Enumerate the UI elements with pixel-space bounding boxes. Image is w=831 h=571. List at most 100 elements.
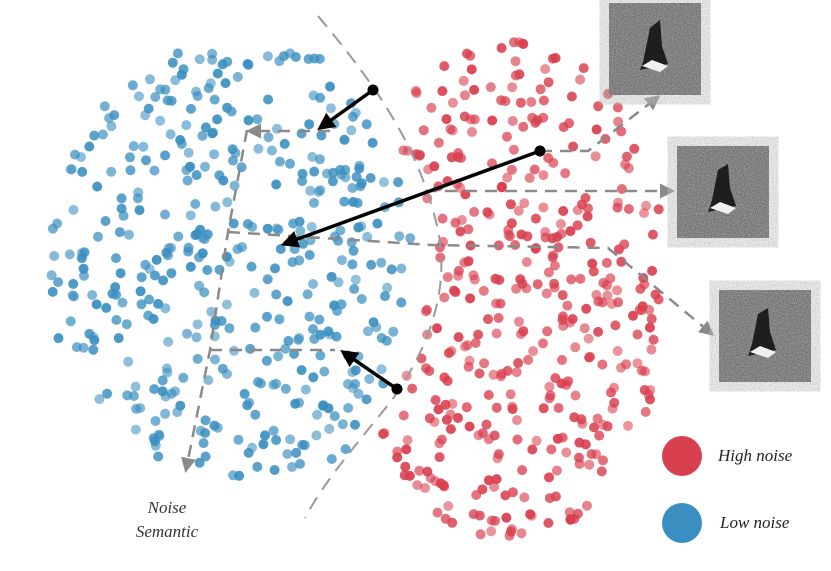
high-noise-point	[477, 484, 488, 495]
low-noise-point	[212, 114, 223, 125]
high-noise-point	[445, 424, 456, 435]
high-noise-point	[616, 184, 627, 194]
low-noise-point	[76, 248, 87, 259]
high-noise-point	[378, 428, 389, 439]
low-noise-point	[266, 145, 277, 156]
high-noise-point	[609, 382, 619, 393]
low-noise-point	[194, 252, 205, 263]
low-noise-point	[166, 95, 177, 106]
high-noise-point	[526, 510, 537, 521]
low-noise-point	[217, 363, 228, 374]
low-noise-point	[273, 351, 284, 362]
high-noise-point	[581, 439, 592, 450]
high-noise-point	[502, 172, 513, 183]
low-noise-point	[84, 141, 95, 152]
high-noise-point	[540, 64, 551, 74]
low-noise-point	[343, 379, 353, 389]
low-noise-point	[316, 130, 327, 141]
low-noise-point	[271, 289, 282, 300]
high-noise-point	[450, 217, 461, 228]
high-noise-point	[433, 404, 444, 415]
high-noise-point	[610, 320, 621, 331]
low-noise-point	[166, 268, 177, 279]
low-noise-point	[88, 344, 99, 355]
low-noise-point	[262, 51, 273, 62]
low-noise-point	[327, 176, 338, 187]
low-noise-point	[178, 372, 189, 383]
high-noise-point	[623, 163, 634, 174]
low-noise-point	[239, 388, 250, 399]
high-noise-point	[594, 430, 605, 441]
high-noise-point	[496, 371, 506, 382]
high-noise-point	[616, 256, 627, 267]
high-noise-point	[429, 417, 440, 427]
high-noise-point	[575, 273, 586, 284]
low-noise-point	[262, 311, 272, 322]
low-noise-point	[362, 231, 373, 242]
high-noise-point	[398, 410, 409, 421]
low-noise-point	[160, 84, 171, 95]
low-noise-point	[200, 428, 211, 438]
high-noise-point	[550, 491, 561, 502]
high-noise-point	[636, 365, 647, 376]
high-noise-point	[577, 199, 587, 210]
shift-arrow-3	[340, 350, 398, 391]
low-noise-point	[376, 257, 387, 268]
low-noise-point	[49, 251, 60, 261]
low-noise-point	[271, 179, 282, 190]
low-noise-point	[319, 366, 330, 377]
high-noise-point	[469, 84, 480, 95]
low-noise-point	[382, 282, 393, 293]
high-noise-point	[588, 266, 599, 277]
low-noise-point	[236, 162, 247, 173]
high-noise-point	[596, 466, 607, 477]
high-noise-point	[519, 492, 530, 503]
high-noise-point	[456, 153, 467, 163]
low-noise-point	[296, 365, 307, 376]
high-noise-point	[437, 86, 448, 97]
high-noise-point	[635, 284, 646, 294]
low-noise-point	[252, 114, 263, 125]
high-noise-point	[561, 447, 572, 458]
high-noise-point	[538, 202, 549, 213]
high-noise-point	[478, 285, 489, 296]
low-noise-point	[271, 223, 282, 234]
low-noise-point	[125, 152, 135, 163]
high-noise-point	[489, 430, 500, 441]
high-noise-point	[584, 459, 595, 470]
low-noise-point	[178, 64, 189, 75]
low-noise-point	[185, 161, 196, 172]
low-noise-point	[183, 242, 194, 253]
low-noise-point	[340, 444, 351, 455]
high-noise-point	[621, 151, 632, 162]
low-noise-point	[396, 297, 407, 308]
low-noise-point	[288, 218, 299, 229]
high-noise-point	[598, 455, 608, 466]
high-noise-point	[646, 344, 657, 355]
low-noise-point	[261, 355, 272, 366]
high-noise-point	[632, 358, 643, 369]
noisy-sample-thumbnail-1	[609, 3, 701, 95]
low-noise-point	[100, 216, 111, 226]
low-noise-point	[117, 297, 128, 308]
low-noise-point	[67, 290, 78, 301]
low-noise-point	[78, 263, 89, 274]
low-noise-point	[210, 201, 221, 212]
low-noise-point	[163, 336, 174, 347]
high-noise-point	[547, 233, 558, 244]
high-noise-point	[584, 352, 595, 363]
low-noise-point	[197, 130, 208, 141]
high-noise-point	[531, 435, 542, 446]
high-noise-point	[623, 204, 634, 214]
low-noise-point	[365, 173, 376, 183]
low-noise-point	[262, 274, 273, 285]
high-noise-point	[491, 402, 502, 413]
low-noise-point	[297, 176, 308, 187]
high-noise-point	[461, 402, 472, 413]
low-noise-point	[141, 155, 151, 166]
low-noise-point	[166, 242, 177, 253]
high-noise-point	[502, 131, 512, 142]
low-noise-point	[203, 375, 214, 386]
low-noise-point	[287, 257, 298, 268]
high-noise-point	[446, 152, 457, 163]
